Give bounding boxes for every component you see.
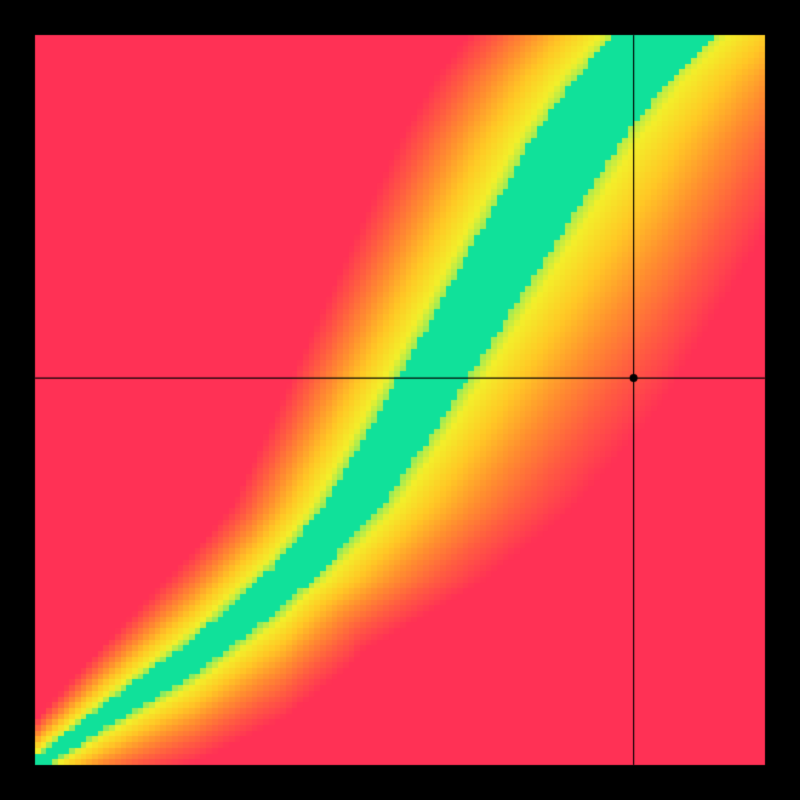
crosshair-overlay (0, 0, 800, 800)
figure-container: TheBottleneck.com (0, 0, 800, 800)
watermark-text: TheBottleneck.com (566, 6, 778, 33)
